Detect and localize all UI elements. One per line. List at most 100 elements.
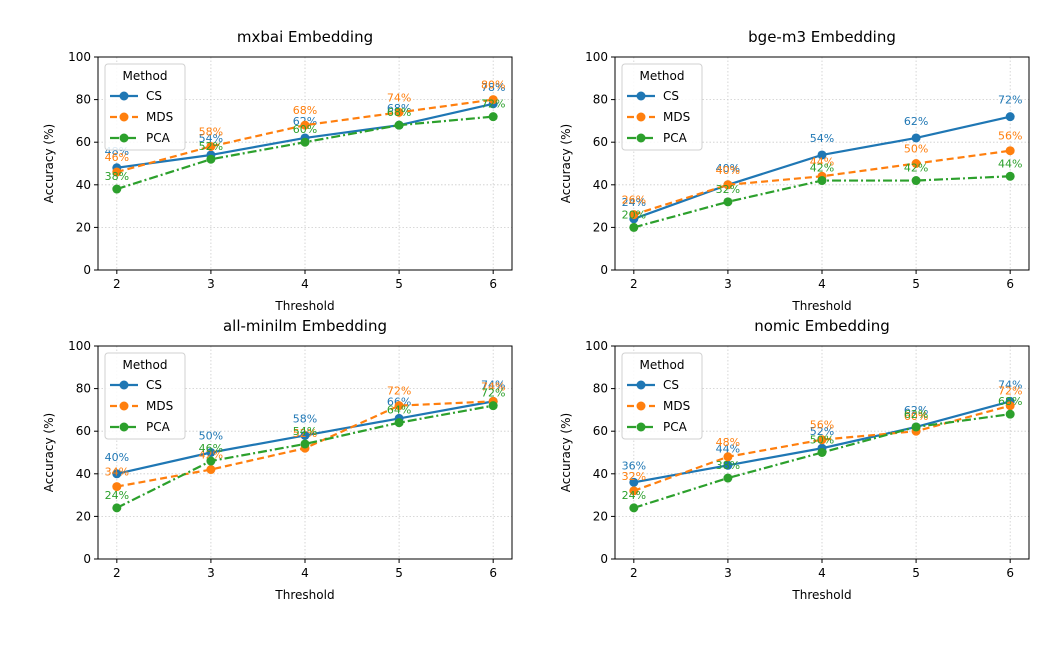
x-tick-label: 3 <box>724 277 732 291</box>
y-tick-label: 40 <box>593 467 608 481</box>
x-tick-label: 5 <box>395 566 403 580</box>
data-point-mds <box>629 486 639 496</box>
data-point-mds <box>206 465 216 475</box>
data-label-pca: 24% <box>105 489 129 502</box>
data-label-pca: 50% <box>810 434 834 447</box>
data-label-mds: 46% <box>105 151 129 164</box>
legend-marker-pca <box>119 133 129 143</box>
legend-label-mds: MDS <box>663 110 690 124</box>
data-label-pca: 60% <box>293 123 317 136</box>
legend-box <box>621 63 703 151</box>
data-point-pca <box>1005 409 1015 419</box>
legend-title: Method <box>122 358 167 372</box>
data-label-cs: 58% <box>293 412 317 425</box>
data-label-pca: 72% <box>481 387 505 400</box>
legend-box <box>621 352 703 440</box>
data-label-mds: 26% <box>622 194 646 207</box>
data-label-pca: 42% <box>810 162 834 175</box>
data-label-mds: 74% <box>387 91 411 104</box>
data-point-cs <box>723 460 733 470</box>
legend: Method CS MDS PCA <box>104 63 186 151</box>
subplot-title: all-minilm Embedding <box>223 317 387 335</box>
data-label-cs: 74% <box>481 378 505 391</box>
data-point-cs <box>911 133 921 143</box>
x-axis-label: Threshold <box>274 588 334 602</box>
x-tick-label: 6 <box>1006 277 1014 291</box>
y-axis-label: Accuracy (%) <box>42 124 56 203</box>
data-label-pca: 42% <box>904 162 928 175</box>
x-tick-label: 3 <box>207 277 215 291</box>
data-label-mds: 72% <box>387 385 411 398</box>
data-point-pca <box>723 197 733 207</box>
data-label-cs: 54% <box>199 132 223 145</box>
data-label-mds: 32% <box>622 470 646 483</box>
y-tick-label: 0 <box>83 552 91 566</box>
y-tick-label: 40 <box>76 178 91 192</box>
legend: Method CS MDS PCA <box>621 352 703 440</box>
data-label-mds: 80% <box>481 79 505 92</box>
data-point-pca <box>206 154 216 164</box>
data-label-pca: 24% <box>622 489 646 502</box>
data-point-pca <box>394 418 404 428</box>
data-point-cs <box>629 477 639 487</box>
legend-marker-mds <box>636 401 646 411</box>
data-point-cs <box>112 469 122 479</box>
data-label-pca: 68% <box>998 395 1022 408</box>
x-tick-label: 2 <box>113 566 121 580</box>
data-point-mds <box>1005 146 1015 156</box>
data-point-mds <box>629 210 639 220</box>
y-tick-label: 80 <box>76 93 91 107</box>
data-label-mds: 42% <box>199 449 223 462</box>
data-point-pca <box>300 439 310 449</box>
data-point-cs <box>300 430 310 440</box>
data-point-pca <box>629 222 639 232</box>
y-tick-label: 60 <box>76 135 91 149</box>
data-point-pca <box>206 456 216 466</box>
y-axis-label: Accuracy (%) <box>42 413 56 492</box>
legend-box <box>104 63 186 151</box>
data-label-cs: 24% <box>622 196 646 209</box>
legend-label-mds: MDS <box>146 110 173 124</box>
data-label-cs: 62% <box>904 404 928 417</box>
legend-marker-mds <box>119 401 129 411</box>
y-tick-label: 100 <box>585 50 608 64</box>
legend-label-pca: PCA <box>663 420 688 434</box>
y-tick-label: 40 <box>593 178 608 192</box>
data-point-mds <box>300 120 310 130</box>
data-label-mds: 60% <box>904 410 928 423</box>
data-label-mds: 48% <box>716 436 740 449</box>
y-tick-label: 20 <box>593 509 608 523</box>
data-point-pca <box>488 112 498 122</box>
legend-label-pca: PCA <box>146 131 171 145</box>
legend-label-cs: CS <box>663 89 679 103</box>
legend-label-pca: PCA <box>663 131 688 145</box>
data-point-mds <box>206 141 216 151</box>
legend-marker-mds <box>636 112 646 122</box>
data-point-pca <box>1005 171 1015 181</box>
legend-marker-pca <box>119 422 129 432</box>
series-line-pca <box>633 413 1011 509</box>
data-label-pca: 38% <box>716 459 740 472</box>
legend-marker-cs <box>119 380 129 390</box>
y-tick-label: 80 <box>593 382 608 396</box>
x-tick-label: 4 <box>301 566 309 580</box>
y-tick-label: 100 <box>68 50 91 64</box>
y-tick-label: 100 <box>585 339 608 353</box>
data-label-pca: 72% <box>481 98 505 111</box>
y-tick-label: 100 <box>68 339 91 353</box>
data-label-mds: 34% <box>105 466 129 479</box>
data-label-cs: 72% <box>998 94 1022 107</box>
data-point-pca <box>300 137 310 147</box>
data-label-cs: 74% <box>998 378 1022 391</box>
legend-marker-cs <box>636 91 646 101</box>
y-axis-label: Accuracy (%) <box>559 413 573 492</box>
data-label-cs: 52% <box>810 425 834 438</box>
x-tick-label: 2 <box>630 566 638 580</box>
data-label-cs: 44% <box>716 442 740 455</box>
y-tick-label: 60 <box>593 424 608 438</box>
data-label-pca: 64% <box>387 404 411 417</box>
data-point-pca <box>394 120 404 130</box>
